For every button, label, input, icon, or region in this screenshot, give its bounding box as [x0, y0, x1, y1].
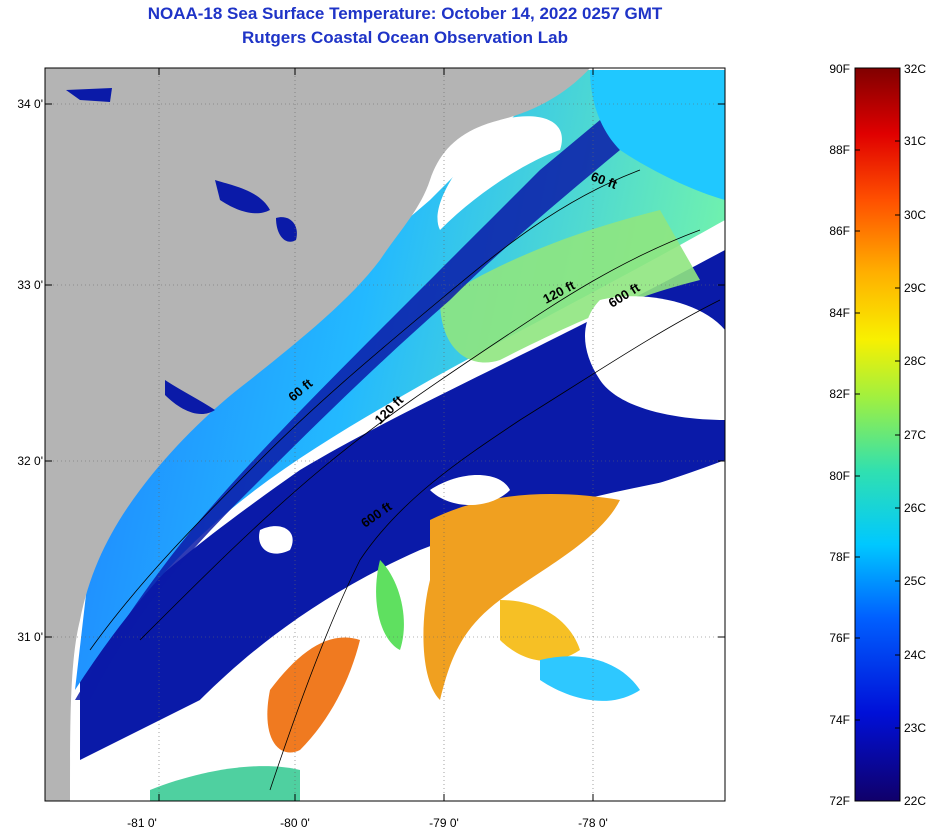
colorbar-f-label: 80F: [829, 469, 850, 483]
cloud-blob: [585, 296, 725, 420]
lon-label: -78 0': [578, 816, 608, 830]
colorbar-f-label: 82F: [829, 387, 850, 401]
colorbar-c-label: 30C: [904, 208, 927, 222]
gulf-stream-mid: [150, 766, 300, 801]
colorbar-c-label: 31C: [904, 134, 927, 148]
colorbar-f-label: 86F: [829, 224, 850, 238]
colorbar-c-label: 23C: [904, 721, 927, 735]
lon-label: -79 0': [429, 816, 459, 830]
lat-label: 31 0': [17, 630, 43, 644]
gulf-stream-mid: [540, 656, 640, 701]
inland-lake: [66, 88, 112, 102]
colorbar-c-label: 25C: [904, 574, 927, 588]
cold-water-band: [80, 250, 725, 760]
isobath-60ft: [89, 169, 641, 651]
lat-label: 34 0': [17, 97, 43, 111]
gulf-stream-warm: [500, 600, 580, 661]
land: [45, 68, 590, 801]
colorbar-f-label: 84F: [829, 306, 850, 320]
map-subtitle: Rutgers Coastal Ocean Observation Lab: [242, 28, 568, 47]
colorbar-f-label: 88F: [829, 143, 850, 157]
colorbar-f-label: 74F: [829, 713, 850, 727]
cloud-blob: [430, 475, 510, 505]
gulf-stream-warm: [267, 637, 360, 753]
colorbar-f-label: 78F: [829, 550, 850, 564]
shelf-water: [75, 70, 725, 690]
colorbar-c-label: 32C: [904, 62, 927, 76]
northeast-water: [590, 70, 725, 200]
colorbar-c-label: 24C: [904, 648, 927, 662]
colorbar-c-label: 29C: [904, 281, 927, 295]
colorbar-c-label: 28C: [904, 354, 927, 368]
cloud-blob: [259, 526, 293, 554]
nearshore-band: [75, 120, 620, 700]
coastal-cloud: [437, 116, 562, 230]
colorbar-f-label: 90F: [829, 62, 850, 76]
lat-label: 32 0': [17, 454, 43, 468]
colorbar-f-label: 76F: [829, 631, 850, 645]
lat-label: 33 0': [17, 278, 43, 292]
isobath-600ft: [269, 299, 721, 791]
colorbar-f-label: 72F: [829, 794, 850, 808]
lon-label: -81 0': [127, 816, 157, 830]
colorbar-c-label: 27C: [904, 428, 927, 442]
inland-lake: [276, 217, 297, 242]
colorbar-c-label: 22C: [904, 794, 927, 808]
colorbar-c-label: 26C: [904, 501, 927, 515]
inland-lake: [165, 380, 215, 415]
isobath-120ft: [139, 229, 701, 641]
colorbar-scale: [854, 67, 901, 802]
inland-lake: [215, 180, 270, 214]
map-title: NOAA-18 Sea Surface Temperature: October…: [147, 4, 663, 23]
lon-label: -80 0': [280, 816, 310, 830]
gulf-stream-mid: [376, 560, 404, 650]
warm-shelf-patch: [440, 210, 700, 363]
gulf-stream-warm: [423, 494, 620, 700]
